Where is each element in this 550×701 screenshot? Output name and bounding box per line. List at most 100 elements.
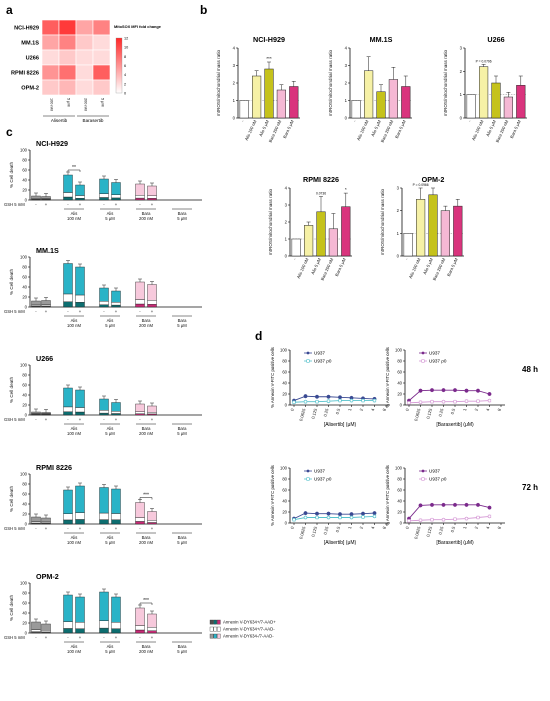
- heatmap-cell: [41, 79, 60, 96]
- stacked-segment: [111, 622, 121, 629]
- heatmap-group-label: Alisertib: [51, 118, 68, 123]
- y-tick-label: 100: [20, 148, 28, 153]
- significance-bracket: [139, 497, 153, 500]
- x-tick-label: 0.0625: [413, 525, 421, 539]
- cell-death-ylabel: % Cell death: [9, 595, 14, 621]
- stacked-segment: [147, 198, 157, 201]
- y-tick-label: 40: [282, 381, 287, 386]
- stacked-segment: [147, 300, 157, 305]
- heatmap-cell: [41, 49, 60, 66]
- stacked-segment: [135, 183, 145, 196]
- series-point: [349, 515, 354, 520]
- legend-swatch: [209, 626, 214, 632]
- bar: [304, 225, 314, 257]
- bar: [491, 82, 501, 119]
- stacked-segment: [63, 174, 73, 193]
- group-label: 200 nM: [139, 649, 153, 654]
- gsh-sign: +: [79, 635, 82, 640]
- x-category-label: Alis 5 μM: [422, 257, 434, 275]
- series-point: [326, 399, 331, 403]
- y-tick-label: 2: [397, 208, 400, 213]
- stacked-segment: [147, 613, 157, 628]
- series-point: [338, 515, 342, 520]
- bar: [351, 100, 361, 119]
- gsh-sign: -: [35, 417, 37, 422]
- stacked-segment: [63, 621, 73, 629]
- gsh-sign: +: [115, 635, 118, 640]
- series-point: [315, 515, 319, 520]
- gsh-sign: +: [151, 526, 154, 531]
- y-tick-label: 4: [345, 46, 348, 51]
- gsh-sign: +: [115, 417, 118, 422]
- heatmap-cell: [41, 34, 60, 51]
- x-tick-label: 0.25: [323, 525, 330, 535]
- y-tick-label: 80: [22, 591, 27, 596]
- stacked-segment: [75, 407, 85, 413]
- gsh-sign: -: [139, 417, 141, 422]
- heatmap-cell: [58, 19, 77, 36]
- series-line: [293, 512, 375, 520]
- y-tick-label: 1: [233, 98, 236, 103]
- stacked-segment: [147, 284, 157, 301]
- gsh-sign: +: [115, 309, 118, 314]
- heatmap-row-label: OPM-2: [21, 86, 39, 92]
- line-chart-ylabel: % Annexin V-FITC positive cells: [270, 347, 275, 408]
- y-tick-label: 40: [397, 381, 402, 386]
- x-tick-label: 1: [347, 407, 353, 411]
- legend-marker: [306, 359, 310, 363]
- y-tick-label: 3: [285, 203, 288, 208]
- y-tick-label: 0: [25, 305, 28, 310]
- x-category-label: Alis 100 nM: [471, 119, 485, 141]
- stacked-segment: [111, 402, 121, 412]
- heatmap-legend-tick: 2: [124, 82, 126, 86]
- significance-mark: P = 0.0966: [413, 183, 429, 187]
- bar: [328, 228, 338, 257]
- gsh-sign: +: [45, 417, 48, 422]
- gsh-sign: -: [103, 526, 105, 531]
- gsh-sign: -: [103, 309, 105, 314]
- cell-death-title: NCI-H929: [36, 139, 68, 148]
- legend-swatch: [213, 619, 217, 625]
- bar-chart-ylabel: mtROS/mitochondrial mass ratio: [380, 188, 385, 255]
- legend-marker: [421, 359, 425, 363]
- series-point: [292, 400, 296, 404]
- cell-death-title: MM.1S: [36, 246, 59, 255]
- x-tick-label: 0.25: [323, 407, 330, 417]
- x-tick-label: 0.0625: [298, 407, 306, 421]
- x-category-label: Bara 200 nM: [320, 257, 335, 281]
- bar: [388, 79, 398, 119]
- heatmap-cell: [75, 19, 94, 36]
- series-point: [487, 392, 492, 396]
- x-category-label: Bara 200 nM: [432, 257, 447, 281]
- series-point: [487, 505, 492, 510]
- series-point: [453, 517, 457, 521]
- legend-label: U937 ρ0: [429, 477, 447, 482]
- group-label: 100 nM: [67, 323, 81, 328]
- legend-marker: [421, 351, 425, 355]
- x-tick-label: 4: [485, 525, 491, 529]
- group-label: Alis: [71, 535, 78, 540]
- series-point: [361, 511, 365, 516]
- y-tick-label: 1: [460, 92, 463, 97]
- stacked-segment: [75, 628, 85, 634]
- x-tick-label: 8: [497, 407, 503, 411]
- series-point: [303, 400, 308, 404]
- line-chart-xlabel: [Alisertib] (μM): [324, 422, 357, 428]
- stacked-segment: [75, 266, 85, 296]
- heatmap-cell: [58, 64, 77, 81]
- group-label: Alis: [107, 644, 114, 649]
- y-tick-label: 0: [25, 413, 28, 418]
- x-tick-label: 1: [462, 407, 468, 411]
- gsh-sign: -: [139, 309, 141, 314]
- stacked-segment: [99, 519, 109, 525]
- bar: [479, 66, 489, 119]
- group-label: 200 nM: [139, 323, 153, 328]
- group-label: Bara: [178, 426, 188, 431]
- stacked-segment: [135, 299, 145, 305]
- stacked-segment: [75, 512, 85, 520]
- series-point: [361, 398, 365, 403]
- stacked-segment: [135, 197, 145, 201]
- series-line: [293, 515, 375, 521]
